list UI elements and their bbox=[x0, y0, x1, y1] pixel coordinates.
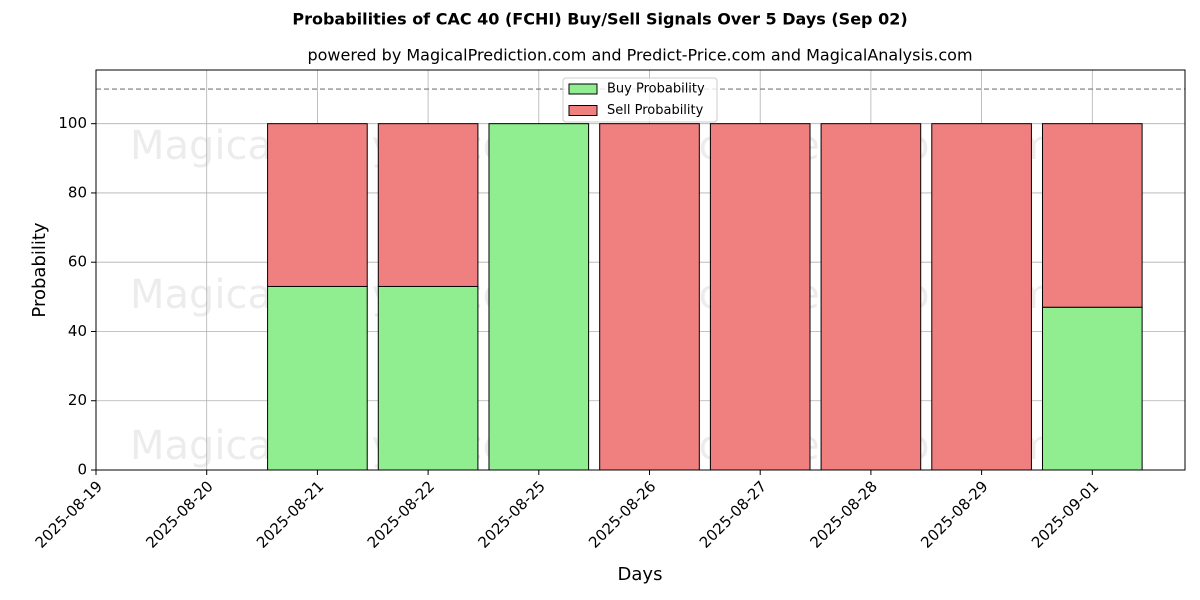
y-tick-label: 0 bbox=[77, 461, 87, 479]
y-tick-label: 100 bbox=[58, 114, 87, 132]
bar-segment bbox=[820, 123, 922, 471]
y-axis-label: Probability bbox=[29, 222, 50, 317]
bar-segment bbox=[267, 285, 368, 471]
legend-swatch bbox=[568, 83, 598, 95]
x-tick-label: 2025-08-29 bbox=[917, 477, 991, 551]
bar-segment bbox=[267, 123, 368, 287]
bar-segment bbox=[377, 123, 479, 287]
x-tick-label: 2025-08-27 bbox=[696, 477, 770, 551]
legend-label: Buy Probability bbox=[607, 82, 705, 97]
legend-swatch bbox=[568, 105, 598, 116]
x-tick-label: 2025-08-19 bbox=[32, 477, 106, 551]
bar-segment bbox=[709, 123, 811, 471]
chart-title: Probabilities of CAC 40 (FCHI) Buy/Sell … bbox=[292, 10, 907, 29]
x-tick-label: 2025-08-22 bbox=[364, 477, 438, 551]
bar-segment bbox=[488, 123, 590, 471]
x-tick-label: 2025-08-25 bbox=[474, 477, 548, 551]
x-tick-label: 2025-09-01 bbox=[1028, 477, 1102, 551]
bar-segment bbox=[377, 285, 479, 471]
x-tick-label: 2025-08-21 bbox=[253, 477, 327, 551]
y-tick-label: 60 bbox=[68, 253, 87, 271]
bar-segment bbox=[599, 123, 700, 471]
x-tick-label: 2025-08-26 bbox=[585, 477, 659, 551]
y-tick-label: 20 bbox=[68, 391, 87, 409]
x-axis-label: Days bbox=[618, 564, 663, 585]
bar-segment bbox=[1041, 306, 1143, 471]
y-tick-label: 40 bbox=[68, 322, 87, 340]
y-tick-label: 80 bbox=[68, 183, 87, 201]
legend: Buy Probability Sell Probability bbox=[562, 77, 718, 123]
bar-segment bbox=[931, 123, 1032, 471]
plot-frame bbox=[95, 69, 1186, 471]
legend-box bbox=[562, 77, 718, 123]
bar-segment bbox=[1041, 123, 1143, 308]
legend-label: Sell Probability bbox=[607, 103, 704, 118]
x-tick-label: 2025-08-28 bbox=[807, 477, 881, 551]
x-tick-label: 2025-08-20 bbox=[142, 477, 216, 551]
chart-subtitle: powered by MagicalPrediction.com and Pre… bbox=[307, 46, 972, 65]
